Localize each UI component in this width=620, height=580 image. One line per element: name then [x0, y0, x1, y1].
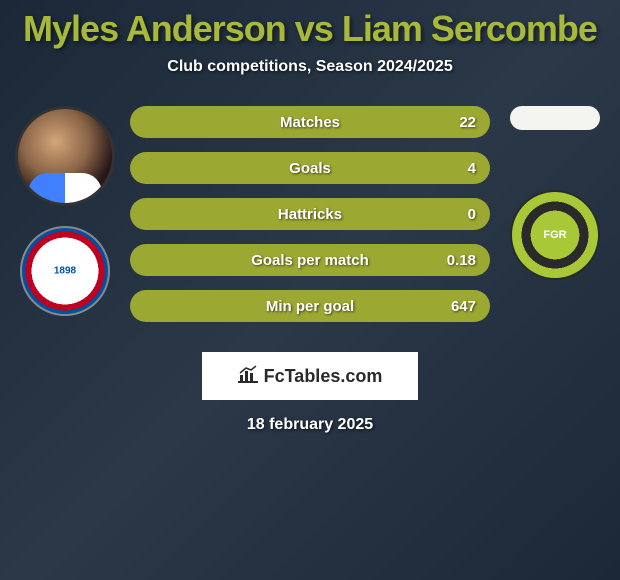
- player-avatar-left: [15, 106, 115, 206]
- comparison-content: Matches 22 Goals 4 Hattricks 0 Goals per…: [0, 106, 620, 434]
- stat-label: Hattricks: [278, 206, 342, 223]
- stat-value-right: 0.18: [447, 252, 476, 269]
- club-badge-right: [510, 190, 600, 280]
- stat-label: Min per goal: [266, 298, 354, 315]
- player-silhouette-right: [510, 106, 600, 130]
- left-player-column: [10, 106, 120, 316]
- branding-logo: FcTables.com: [202, 352, 418, 400]
- stat-row-goals-per-match: Goals per match 0.18: [130, 244, 490, 276]
- stat-bars: Matches 22 Goals 4 Hattricks 0 Goals per…: [130, 106, 490, 322]
- stat-row-min-per-goal: Min per goal 647: [130, 290, 490, 322]
- date-text: 18 february 2025: [0, 416, 620, 434]
- stat-value-right: 22: [459, 114, 476, 131]
- club-badge-left: [20, 226, 110, 316]
- stat-row-matches: Matches 22: [130, 106, 490, 138]
- right-player-column: [500, 106, 610, 280]
- branding-text: FcTables.com: [264, 366, 383, 387]
- stat-row-hattricks: Hattricks 0: [130, 198, 490, 230]
- stat-label: Goals per match: [251, 252, 369, 269]
- stat-label: Goals: [289, 160, 331, 177]
- stat-row-goals: Goals 4: [130, 152, 490, 184]
- stat-value-right: 647: [451, 298, 476, 315]
- stat-label: Matches: [280, 114, 340, 131]
- chart-icon: [238, 365, 258, 388]
- stat-value-right: 0: [468, 206, 476, 223]
- stat-value-right: 4: [468, 160, 476, 177]
- page-title: Myles Anderson vs Liam Sercombe: [0, 0, 620, 50]
- subtitle: Club competitions, Season 2024/2025: [0, 58, 620, 76]
